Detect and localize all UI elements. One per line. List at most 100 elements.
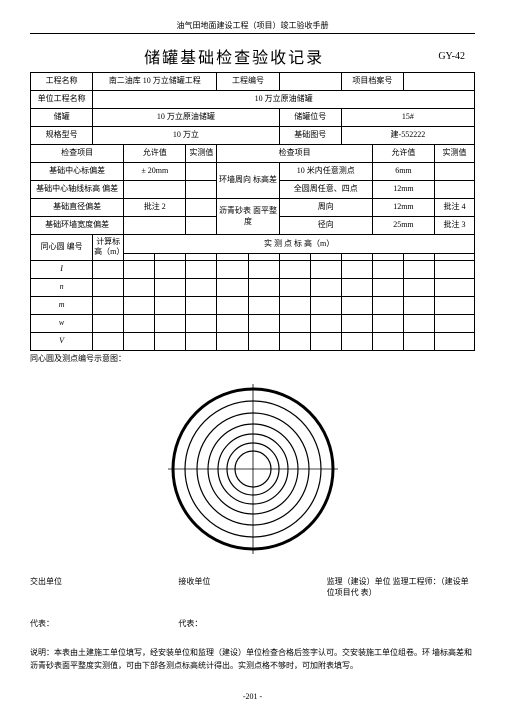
cell bbox=[310, 332, 341, 350]
cell bbox=[372, 296, 403, 314]
cell: 南二油库 10 万立储罐工程 bbox=[93, 73, 217, 91]
cell bbox=[186, 278, 217, 296]
cell bbox=[372, 314, 403, 332]
cell bbox=[124, 296, 155, 314]
cell: 批注 3 bbox=[435, 217, 475, 235]
cell: 10 万立原油储罐 bbox=[93, 109, 279, 127]
cell: 径向 bbox=[279, 217, 372, 235]
cell bbox=[435, 260, 475, 278]
cell: 基础图号 bbox=[279, 127, 341, 145]
cell bbox=[155, 260, 186, 278]
cell: 基础中心轴线标高 偏差 bbox=[31, 181, 124, 199]
cell: 基础环墙宽度偏差 bbox=[31, 217, 124, 235]
cell bbox=[279, 296, 310, 314]
cell: m bbox=[31, 296, 93, 314]
cell: 10 万立原油储罐 bbox=[93, 91, 475, 109]
cell: 6mm bbox=[372, 163, 434, 181]
cell: 15# bbox=[341, 109, 474, 127]
cell bbox=[435, 163, 475, 181]
cell bbox=[279, 278, 310, 296]
cell: 工程编号 bbox=[217, 73, 279, 91]
cell: 建-552222 bbox=[341, 127, 474, 145]
cell bbox=[186, 217, 217, 235]
cell: I bbox=[31, 260, 93, 278]
cell bbox=[403, 278, 434, 296]
cell bbox=[217, 314, 248, 332]
title-row: 储罐基础检查验收记录 GY-42 bbox=[30, 44, 475, 68]
cell bbox=[248, 260, 279, 278]
cell bbox=[186, 314, 217, 332]
cell: 储罐位号 bbox=[279, 109, 341, 127]
cell bbox=[186, 163, 217, 181]
cell bbox=[279, 314, 310, 332]
cell bbox=[310, 296, 341, 314]
cell bbox=[248, 296, 279, 314]
cell bbox=[372, 332, 403, 350]
cell bbox=[372, 260, 403, 278]
cell bbox=[279, 73, 341, 91]
diagram-caption: 同心圆及测点编号示意图： bbox=[30, 353, 475, 364]
cell: 检查项目 bbox=[31, 145, 124, 163]
cell bbox=[403, 314, 434, 332]
cell bbox=[435, 296, 475, 314]
cell bbox=[279, 260, 310, 278]
cell bbox=[403, 296, 434, 314]
cell bbox=[310, 260, 341, 278]
cell bbox=[435, 314, 475, 332]
cell bbox=[124, 332, 155, 350]
cell bbox=[93, 332, 124, 350]
cell: 全圆周任意、四点 bbox=[279, 181, 372, 199]
cell bbox=[217, 260, 248, 278]
cell: 工程名称 bbox=[31, 73, 93, 91]
cell bbox=[124, 314, 155, 332]
cell bbox=[186, 332, 217, 350]
rep-b: 代表： bbox=[178, 618, 326, 629]
cell: 25mm bbox=[372, 217, 434, 235]
cell: 规格型号 bbox=[31, 127, 93, 145]
cell: 计算标高（m） bbox=[93, 235, 124, 261]
cell bbox=[124, 278, 155, 296]
cell: 环墙周向 标高差 bbox=[217, 163, 279, 199]
cell: 10 米内任意测点 bbox=[279, 163, 372, 181]
form-code: GY-42 bbox=[438, 51, 465, 62]
cell bbox=[155, 332, 186, 350]
cell bbox=[310, 314, 341, 332]
cell bbox=[372, 278, 403, 296]
cell: 实测值 bbox=[435, 145, 475, 163]
cell bbox=[155, 314, 186, 332]
cell bbox=[217, 278, 248, 296]
cell bbox=[186, 260, 217, 278]
cell bbox=[93, 278, 124, 296]
cell bbox=[341, 278, 372, 296]
cell bbox=[186, 181, 217, 199]
rep-row: 代表： 代表： bbox=[30, 618, 475, 629]
cell bbox=[124, 181, 186, 199]
cell: 12mm bbox=[372, 199, 434, 217]
cell: 实测值 bbox=[186, 145, 217, 163]
page-header: 油气田地面建设工程（项目）竣工验收手册 bbox=[30, 20, 475, 34]
sig-sender: 交出单位 bbox=[30, 576, 178, 598]
cell bbox=[248, 332, 279, 350]
cell bbox=[403, 73, 474, 91]
cell: 批注 2 bbox=[124, 199, 186, 217]
cell bbox=[279, 332, 310, 350]
cell: w bbox=[31, 314, 93, 332]
page-number: -201 - bbox=[30, 692, 475, 701]
cell: 允许值 bbox=[124, 145, 186, 163]
cell bbox=[217, 332, 248, 350]
cell bbox=[124, 217, 186, 235]
cell: 同心圆 编号 bbox=[31, 235, 93, 261]
concentric-diagram bbox=[30, 384, 475, 556]
rep-a: 代表： bbox=[30, 618, 178, 629]
signature-row: 交出单位 接收单位 监理（建设）单位 监理工程师：（建设单位项目代 表） bbox=[30, 576, 475, 598]
cell bbox=[155, 278, 186, 296]
cell bbox=[248, 314, 279, 332]
cell: 沥青砂表 面平整度 bbox=[217, 199, 279, 235]
cell bbox=[341, 296, 372, 314]
cell: 批注 4 bbox=[435, 199, 475, 217]
cell: n bbox=[31, 278, 93, 296]
cell: ± 20mm bbox=[124, 163, 186, 181]
cell bbox=[93, 260, 124, 278]
cell bbox=[435, 278, 475, 296]
cell bbox=[155, 296, 186, 314]
